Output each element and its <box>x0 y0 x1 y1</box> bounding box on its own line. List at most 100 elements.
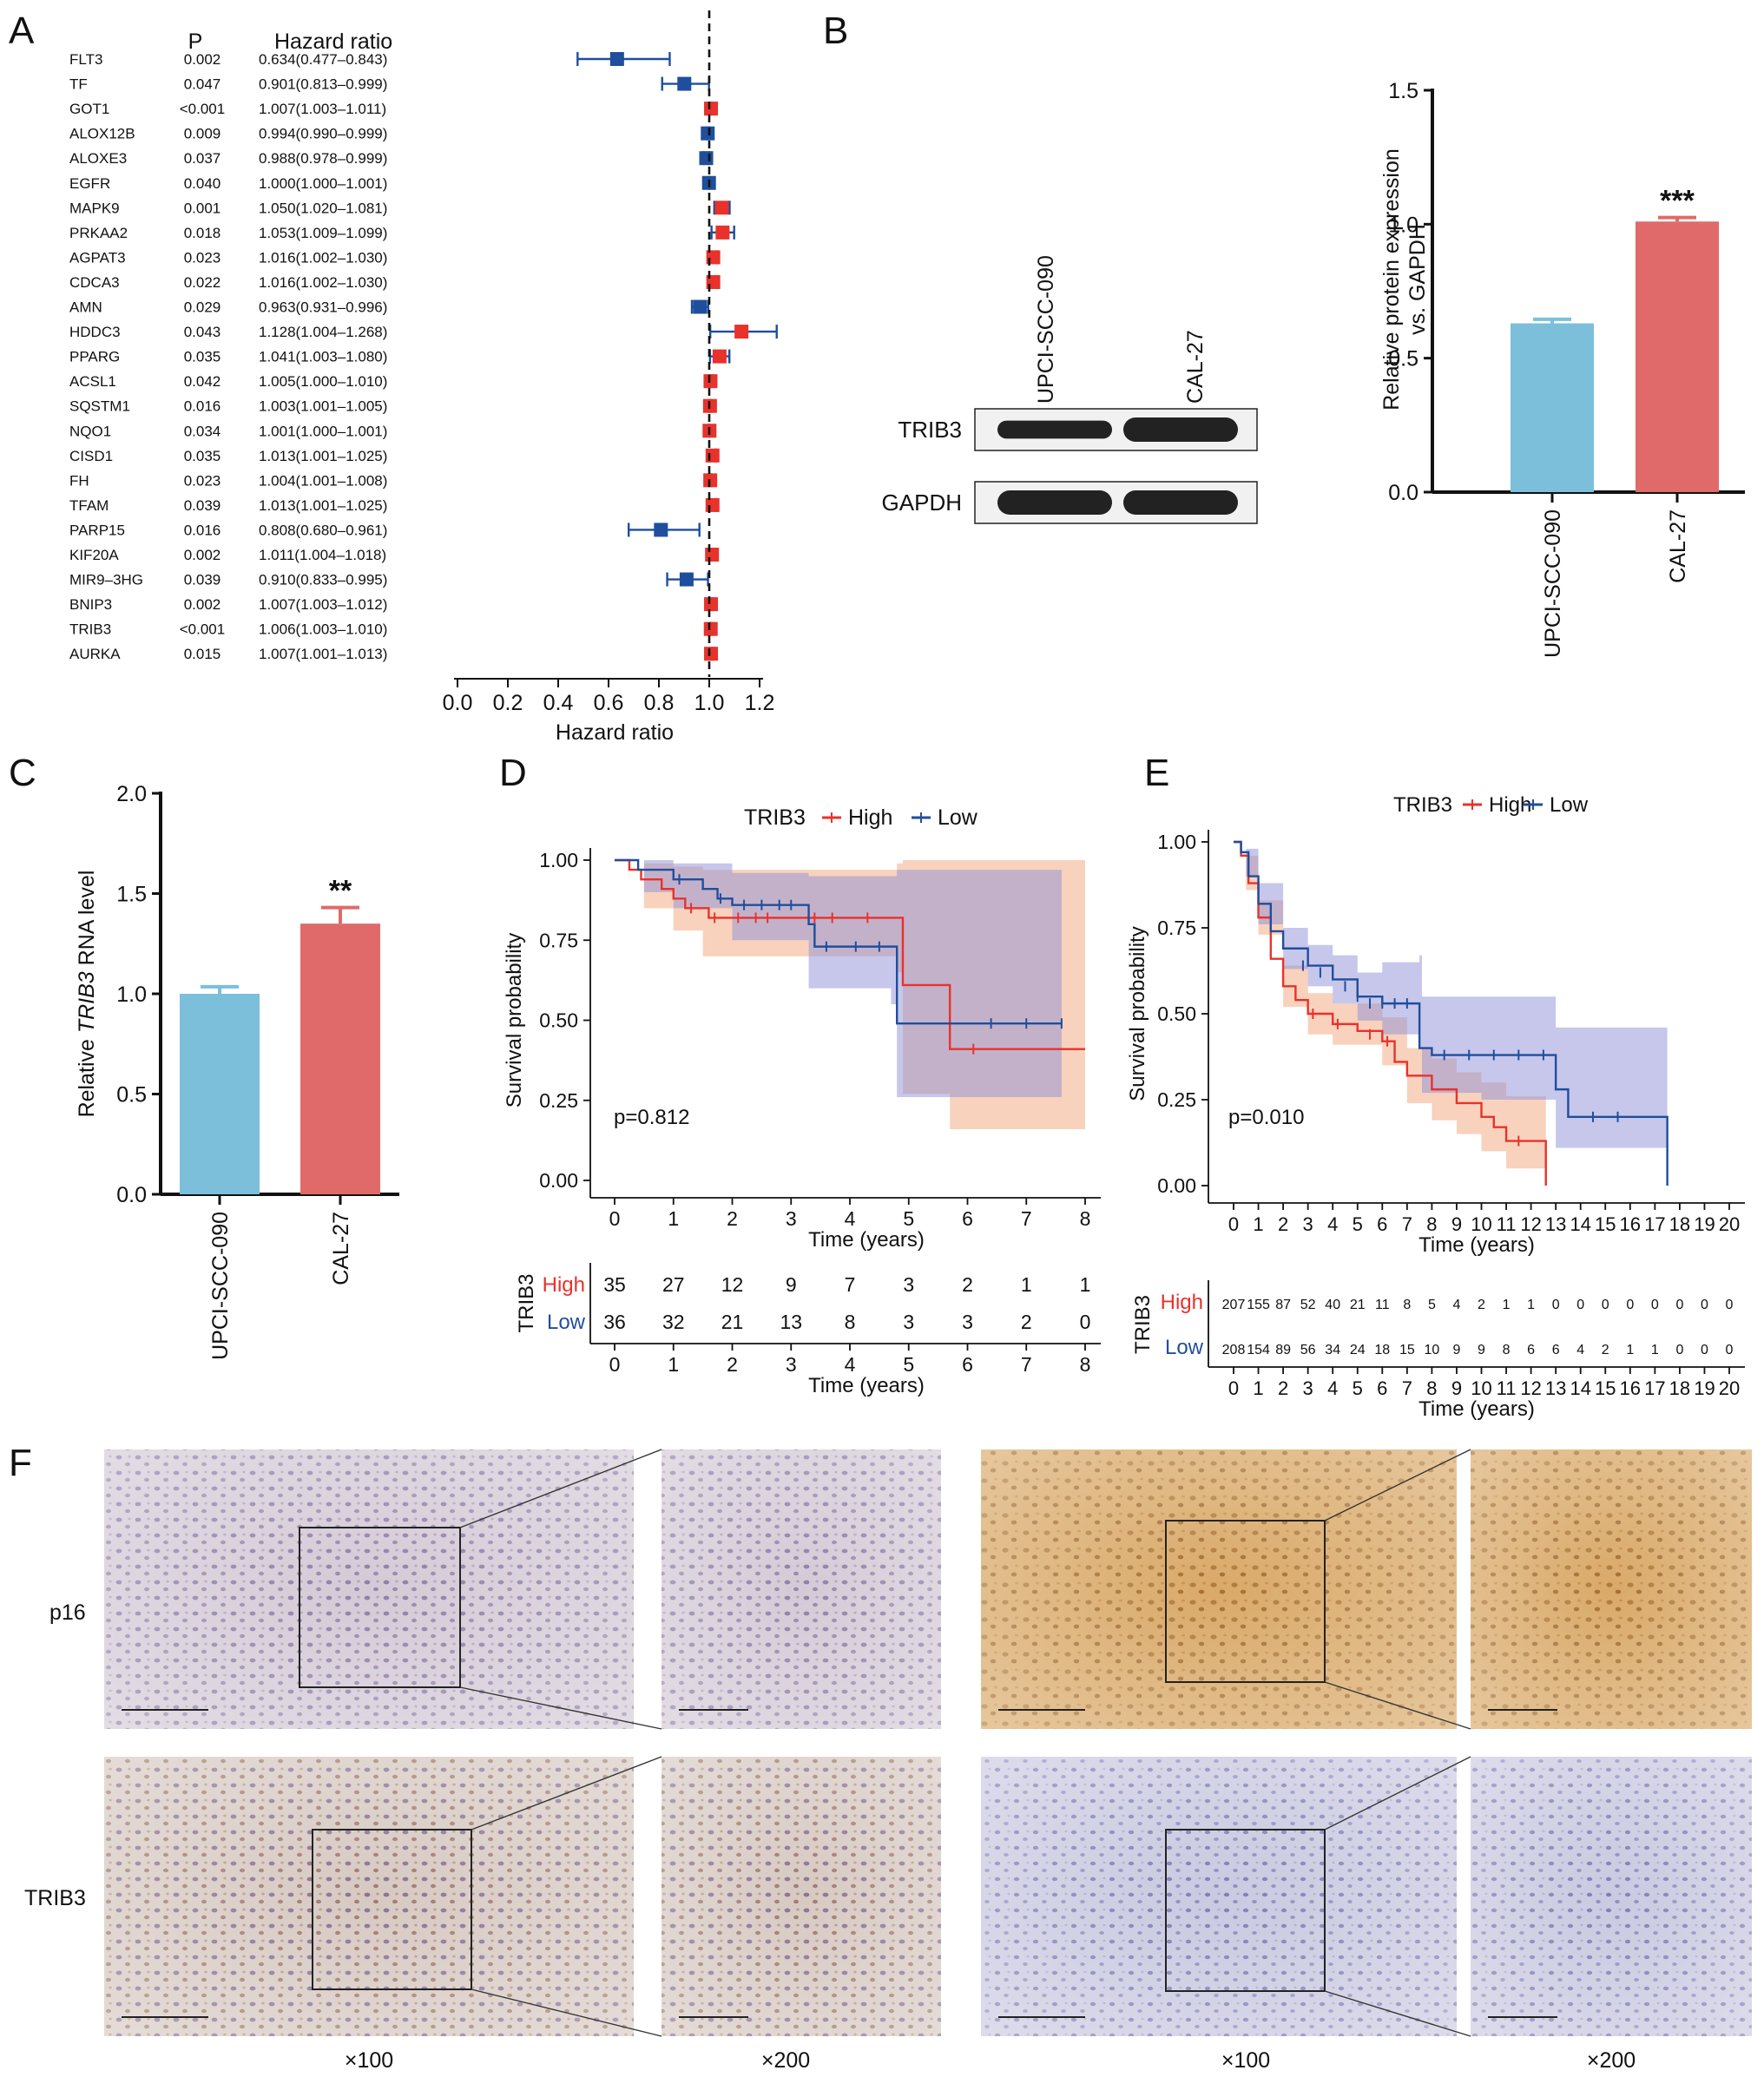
risk-row-label: Low <box>1165 1336 1204 1359</box>
hazard-ratio-text: 1.007(1.003–1.012) <box>259 596 387 613</box>
y-tick-label: 1.0 <box>1388 213 1418 237</box>
hazard-ratio-text: 1.006(1.003–1.010) <box>259 621 387 638</box>
risk-count: 5 <box>1428 1298 1436 1312</box>
gene-label: SQSTM1 <box>69 398 130 415</box>
risk-count: 0 <box>1602 1298 1609 1312</box>
risk-count: 0 <box>1701 1343 1708 1357</box>
y-tick-label: 0.00 <box>539 1169 578 1192</box>
risk-row-label: High <box>543 1273 585 1297</box>
blot-lane-label: CAL-27 <box>1183 330 1208 404</box>
blot-band-label: TRIB3 <box>898 417 962 443</box>
zoom-connector <box>1324 1756 1471 1831</box>
rna-bar-chart: 0.0 0.5 1.0 1.5 2.0 UPCI-SCC-090 CAL-27 ** Relat… <box>75 782 399 1360</box>
p-value: 0.029 <box>184 299 221 316</box>
zoom-connector <box>459 1449 662 1528</box>
p-value: <0.001 <box>180 101 225 117</box>
gene-label: MIR9–3HG <box>69 572 143 588</box>
risk-count: 0 <box>1552 1298 1560 1312</box>
risk-x-tick-label: 0 <box>609 1353 621 1376</box>
risk-x-tick-label: 11 <box>1497 1377 1517 1399</box>
x-tick-label: 4 <box>845 1207 856 1230</box>
ihc-image-shade <box>662 1449 941 1729</box>
risk-x-tick-label: 2 <box>727 1353 738 1376</box>
y-tick-label: 0.75 <box>539 929 578 951</box>
y-tick-label: 0.50 <box>539 1009 578 1032</box>
risk-count: 208 <box>1222 1343 1246 1357</box>
risk-count: 9 <box>786 1273 797 1296</box>
risk-count: 89 <box>1275 1343 1291 1357</box>
ci-band-low <box>1234 842 1668 1155</box>
hazard-ratio-text: 1.004(1.001–1.008) <box>259 472 387 489</box>
p-value-label: p=0.010 <box>1228 1106 1304 1129</box>
x-tick-label: CAL-27 <box>329 1212 353 1285</box>
bar <box>1636 221 1719 492</box>
bar <box>1511 323 1594 492</box>
significance-marker: *** <box>1660 185 1695 218</box>
x-tick-label: 1 <box>1253 1213 1263 1235</box>
x-tick-label: 3 <box>1303 1213 1313 1235</box>
risk-count: 21 <box>1350 1298 1366 1312</box>
blot-lane-label: UPCI-SCC-090 <box>1034 255 1058 404</box>
x-tick-label: 11 <box>1497 1213 1517 1235</box>
ihc-image-shade <box>1471 1449 1752 1729</box>
risk-table-title: TRIB3 <box>1131 1295 1155 1354</box>
x-tick-label: CAL-27 <box>1666 509 1690 583</box>
ihc-image-shade <box>1471 1757 1752 2036</box>
hr-point <box>677 76 692 91</box>
x-tick-label: 14 <box>1570 1213 1590 1235</box>
risk-count: 2 <box>962 1273 973 1296</box>
zoom-connector <box>471 1756 662 1831</box>
risk-x-tick-label: 10 <box>1471 1377 1491 1399</box>
risk-count: 0 <box>1080 1311 1091 1333</box>
gene-label: ACSL1 <box>69 373 116 390</box>
risk-count: 52 <box>1300 1298 1316 1312</box>
risk-count: 8 <box>1503 1343 1511 1357</box>
gene-label: TRIB3 <box>69 621 111 638</box>
x-tick-label: 10 <box>1471 1213 1491 1235</box>
x-tick-label: 0.8 <box>644 691 675 715</box>
p-value: 0.037 <box>184 150 221 167</box>
col-label-x100-left: ×100 <box>345 2048 393 2073</box>
p-value: 0.023 <box>184 249 221 266</box>
panel-label-e: E <box>1144 752 1169 794</box>
panel-label-a: A <box>9 10 35 52</box>
risk-count: 27 <box>662 1273 685 1296</box>
gene-label: PPARG <box>69 349 120 365</box>
gene-label: KIF20A <box>69 547 119 563</box>
risk-count: 1 <box>1651 1343 1659 1357</box>
y-tick-label: 0.5 <box>116 1083 147 1108</box>
panel-label-b: B <box>823 10 848 52</box>
x-tick-label: 1.0 <box>694 691 725 715</box>
gene-label: ALOX12B <box>69 126 135 142</box>
p-value: 0.035 <box>184 349 221 365</box>
zoom-connector <box>1324 1449 1471 1522</box>
x-tick-label: 19 <box>1694 1213 1715 1235</box>
risk-count: 6 <box>1527 1343 1535 1357</box>
y-axis-label-line: vs. GAPDH <box>1405 224 1430 335</box>
risk-count: 8 <box>845 1311 856 1333</box>
gene-label: BNIP3 <box>69 596 112 613</box>
hr-point <box>693 299 708 314</box>
risk-x-tick-label: 6 <box>962 1353 973 1376</box>
risk-count: 155 <box>1247 1298 1270 1312</box>
p-value-label: p=0.812 <box>614 1106 689 1129</box>
hr-point <box>734 325 749 339</box>
ihc-panel: F p16 TRIB3 ×100 ×200 ×100 ×200 <box>9 1442 1752 2073</box>
p-value: 0.009 <box>184 126 221 142</box>
p-value: 0.022 <box>184 274 221 291</box>
risk-x-axis-label: Time (years) <box>1418 1397 1535 1421</box>
zoom-box <box>299 1527 461 1688</box>
gene-label: ALOXE3 <box>69 150 127 167</box>
significance-marker: ** <box>329 875 352 908</box>
p-value: 0.018 <box>184 225 221 241</box>
y-tick-label: 1.0 <box>116 983 147 1007</box>
legend-title: TRIB3 <box>1393 793 1452 817</box>
col-label-x200-right: ×200 <box>1587 2048 1636 2073</box>
risk-count: 56 <box>1300 1343 1316 1357</box>
hazard-ratio-text: 0.963(0.931–0.996) <box>259 299 387 316</box>
x-tick-label: 0.2 <box>493 691 523 715</box>
risk-count: 3 <box>903 1273 914 1296</box>
